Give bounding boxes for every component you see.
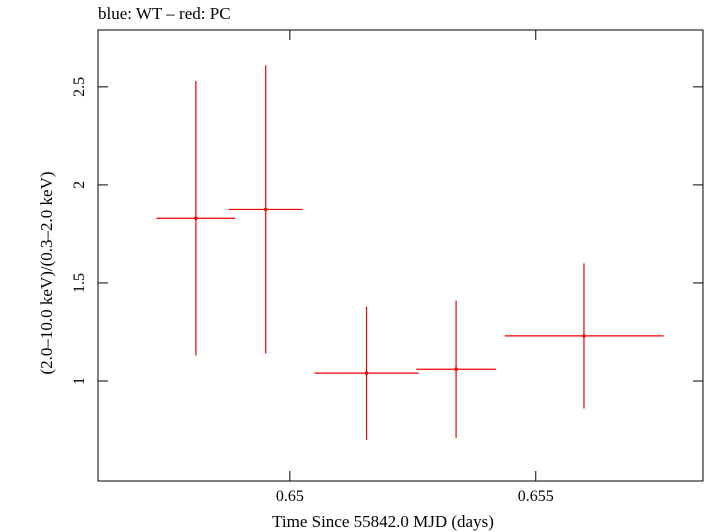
data-marker <box>194 216 198 221</box>
data-marker <box>263 207 268 212</box>
plot-frame <box>97 29 704 482</box>
x-tick-label: 0.655 <box>518 488 554 505</box>
axis-ticks: 0.65 0.655 1 1.5 2 2.5 <box>71 30 703 505</box>
y-tick-label: 1.5 <box>71 273 88 293</box>
data-marker <box>364 371 369 375</box>
data-point <box>416 300 496 438</box>
data-series-pc <box>156 65 664 440</box>
data-marker <box>454 367 458 372</box>
x-tick-label: 0.65 <box>276 488 304 505</box>
data-point <box>156 80 236 356</box>
data-point <box>504 263 664 409</box>
y-axis-label: (2.0–10.0 keV)/(0.3–2.0 keV) <box>37 171 56 374</box>
y-tick-label: 2 <box>71 181 88 189</box>
y-tick-label: 1 <box>71 377 88 385</box>
data-marker <box>582 334 586 338</box>
x-axis-label: Time Since 55842.0 MJD (days) <box>272 512 494 531</box>
chart-title: blue: WT – red: PC <box>98 4 231 23</box>
y-tick-label: 2.5 <box>71 77 88 97</box>
data-point <box>228 65 303 354</box>
data-point <box>314 306 419 440</box>
